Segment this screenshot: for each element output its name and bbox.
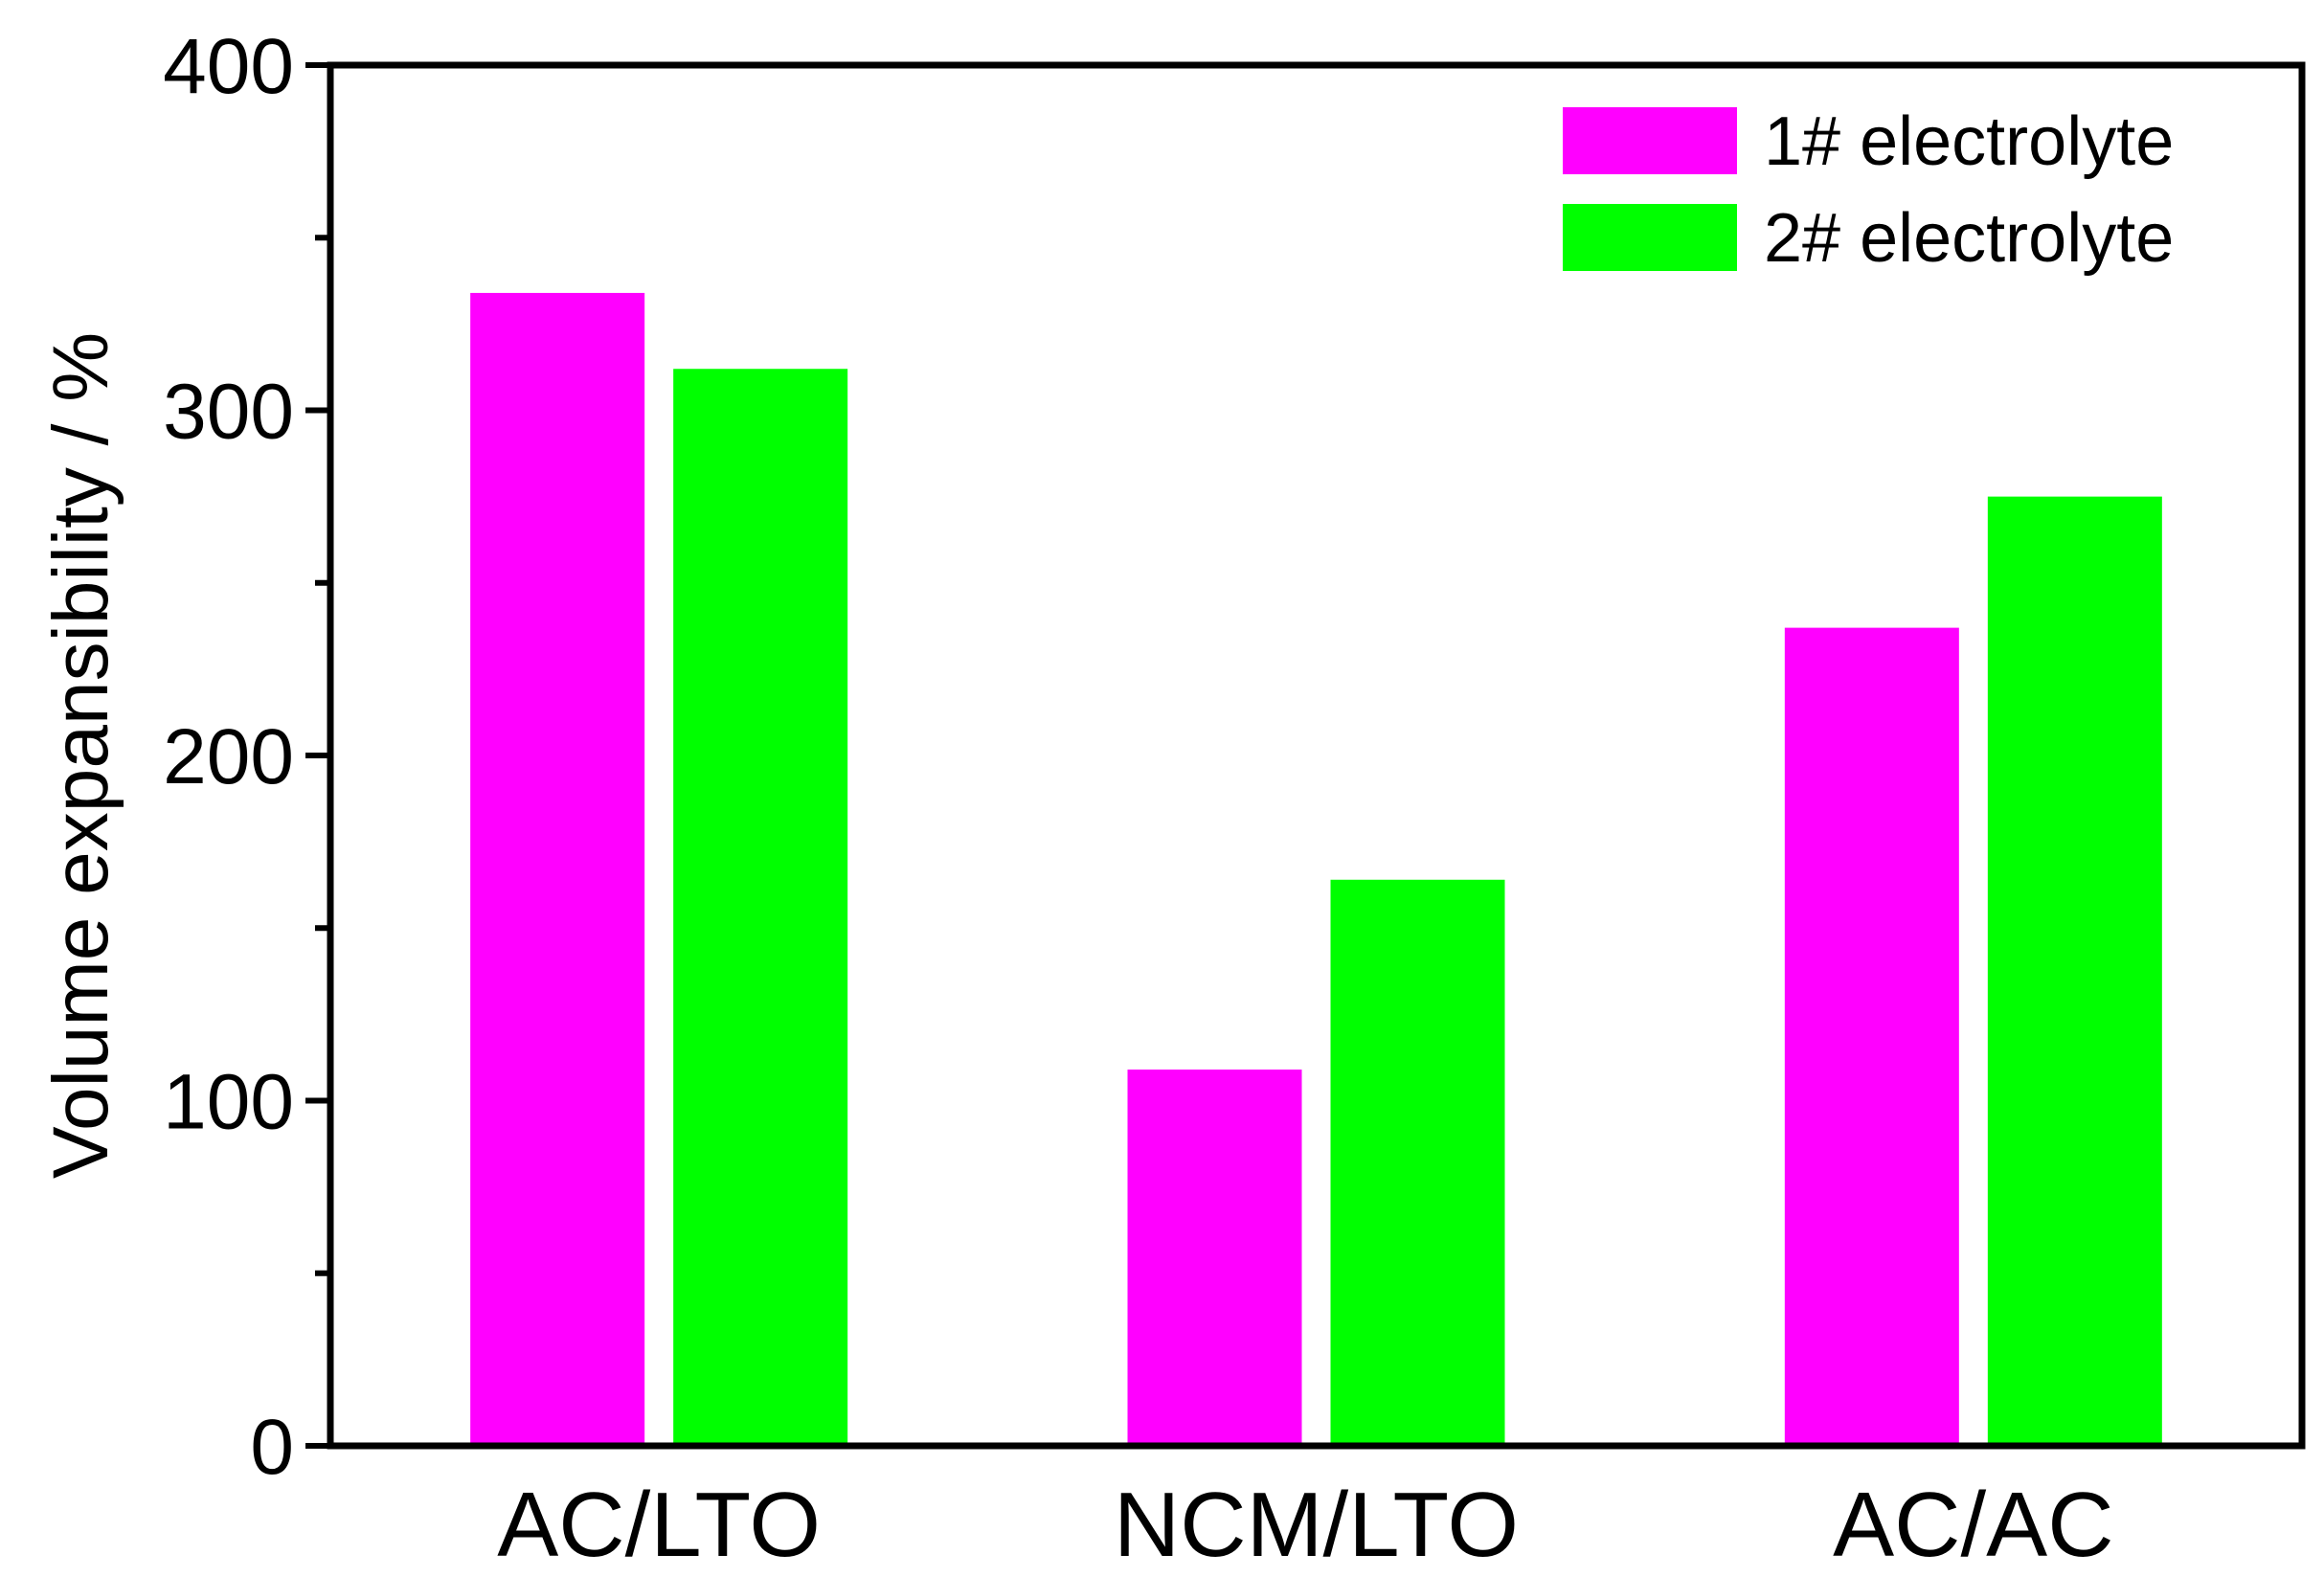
y-tick-label: 100 bbox=[163, 1059, 294, 1146]
bars-layer bbox=[470, 292, 2162, 1447]
legend-swatch bbox=[1563, 204, 1737, 271]
y-axis-ticks: 0 100 200 300 400 bbox=[163, 23, 330, 1491]
x-tick-label: AC/LTO bbox=[497, 1474, 821, 1576]
y-tick-label: 400 bbox=[163, 23, 294, 110]
bar-ac-ac-series-2 bbox=[1987, 496, 2162, 1446]
bar-ac-lto-series-1 bbox=[470, 292, 645, 1447]
y-tick-label: 300 bbox=[163, 369, 294, 456]
x-axis-category-labels: AC/LTO NCM/LTO AC/AC bbox=[497, 1474, 2113, 1576]
y-tick-label: 0 bbox=[250, 1404, 294, 1491]
legend-swatch bbox=[1563, 107, 1737, 174]
bar-ac-lto-series-2 bbox=[673, 369, 848, 1446]
legend-label: 1# electrolyte bbox=[1764, 103, 2174, 180]
legend: 1# electrolyte 2# electrolyte bbox=[1563, 103, 2174, 277]
x-tick-label: AC/AC bbox=[1833, 1474, 2113, 1576]
legend-label: 2# electrolyte bbox=[1764, 200, 2174, 277]
y-axis-title: Volume expansibility / % bbox=[37, 332, 124, 1179]
bar-ac-ac-series-1 bbox=[1784, 627, 1959, 1446]
y-tick-label: 200 bbox=[163, 713, 294, 800]
x-tick-label: NCM/LTO bbox=[1114, 1474, 1519, 1576]
bar-ncm-lto-series-2 bbox=[1330, 879, 1505, 1446]
bar-ncm-lto-series-1 bbox=[1127, 1070, 1302, 1446]
